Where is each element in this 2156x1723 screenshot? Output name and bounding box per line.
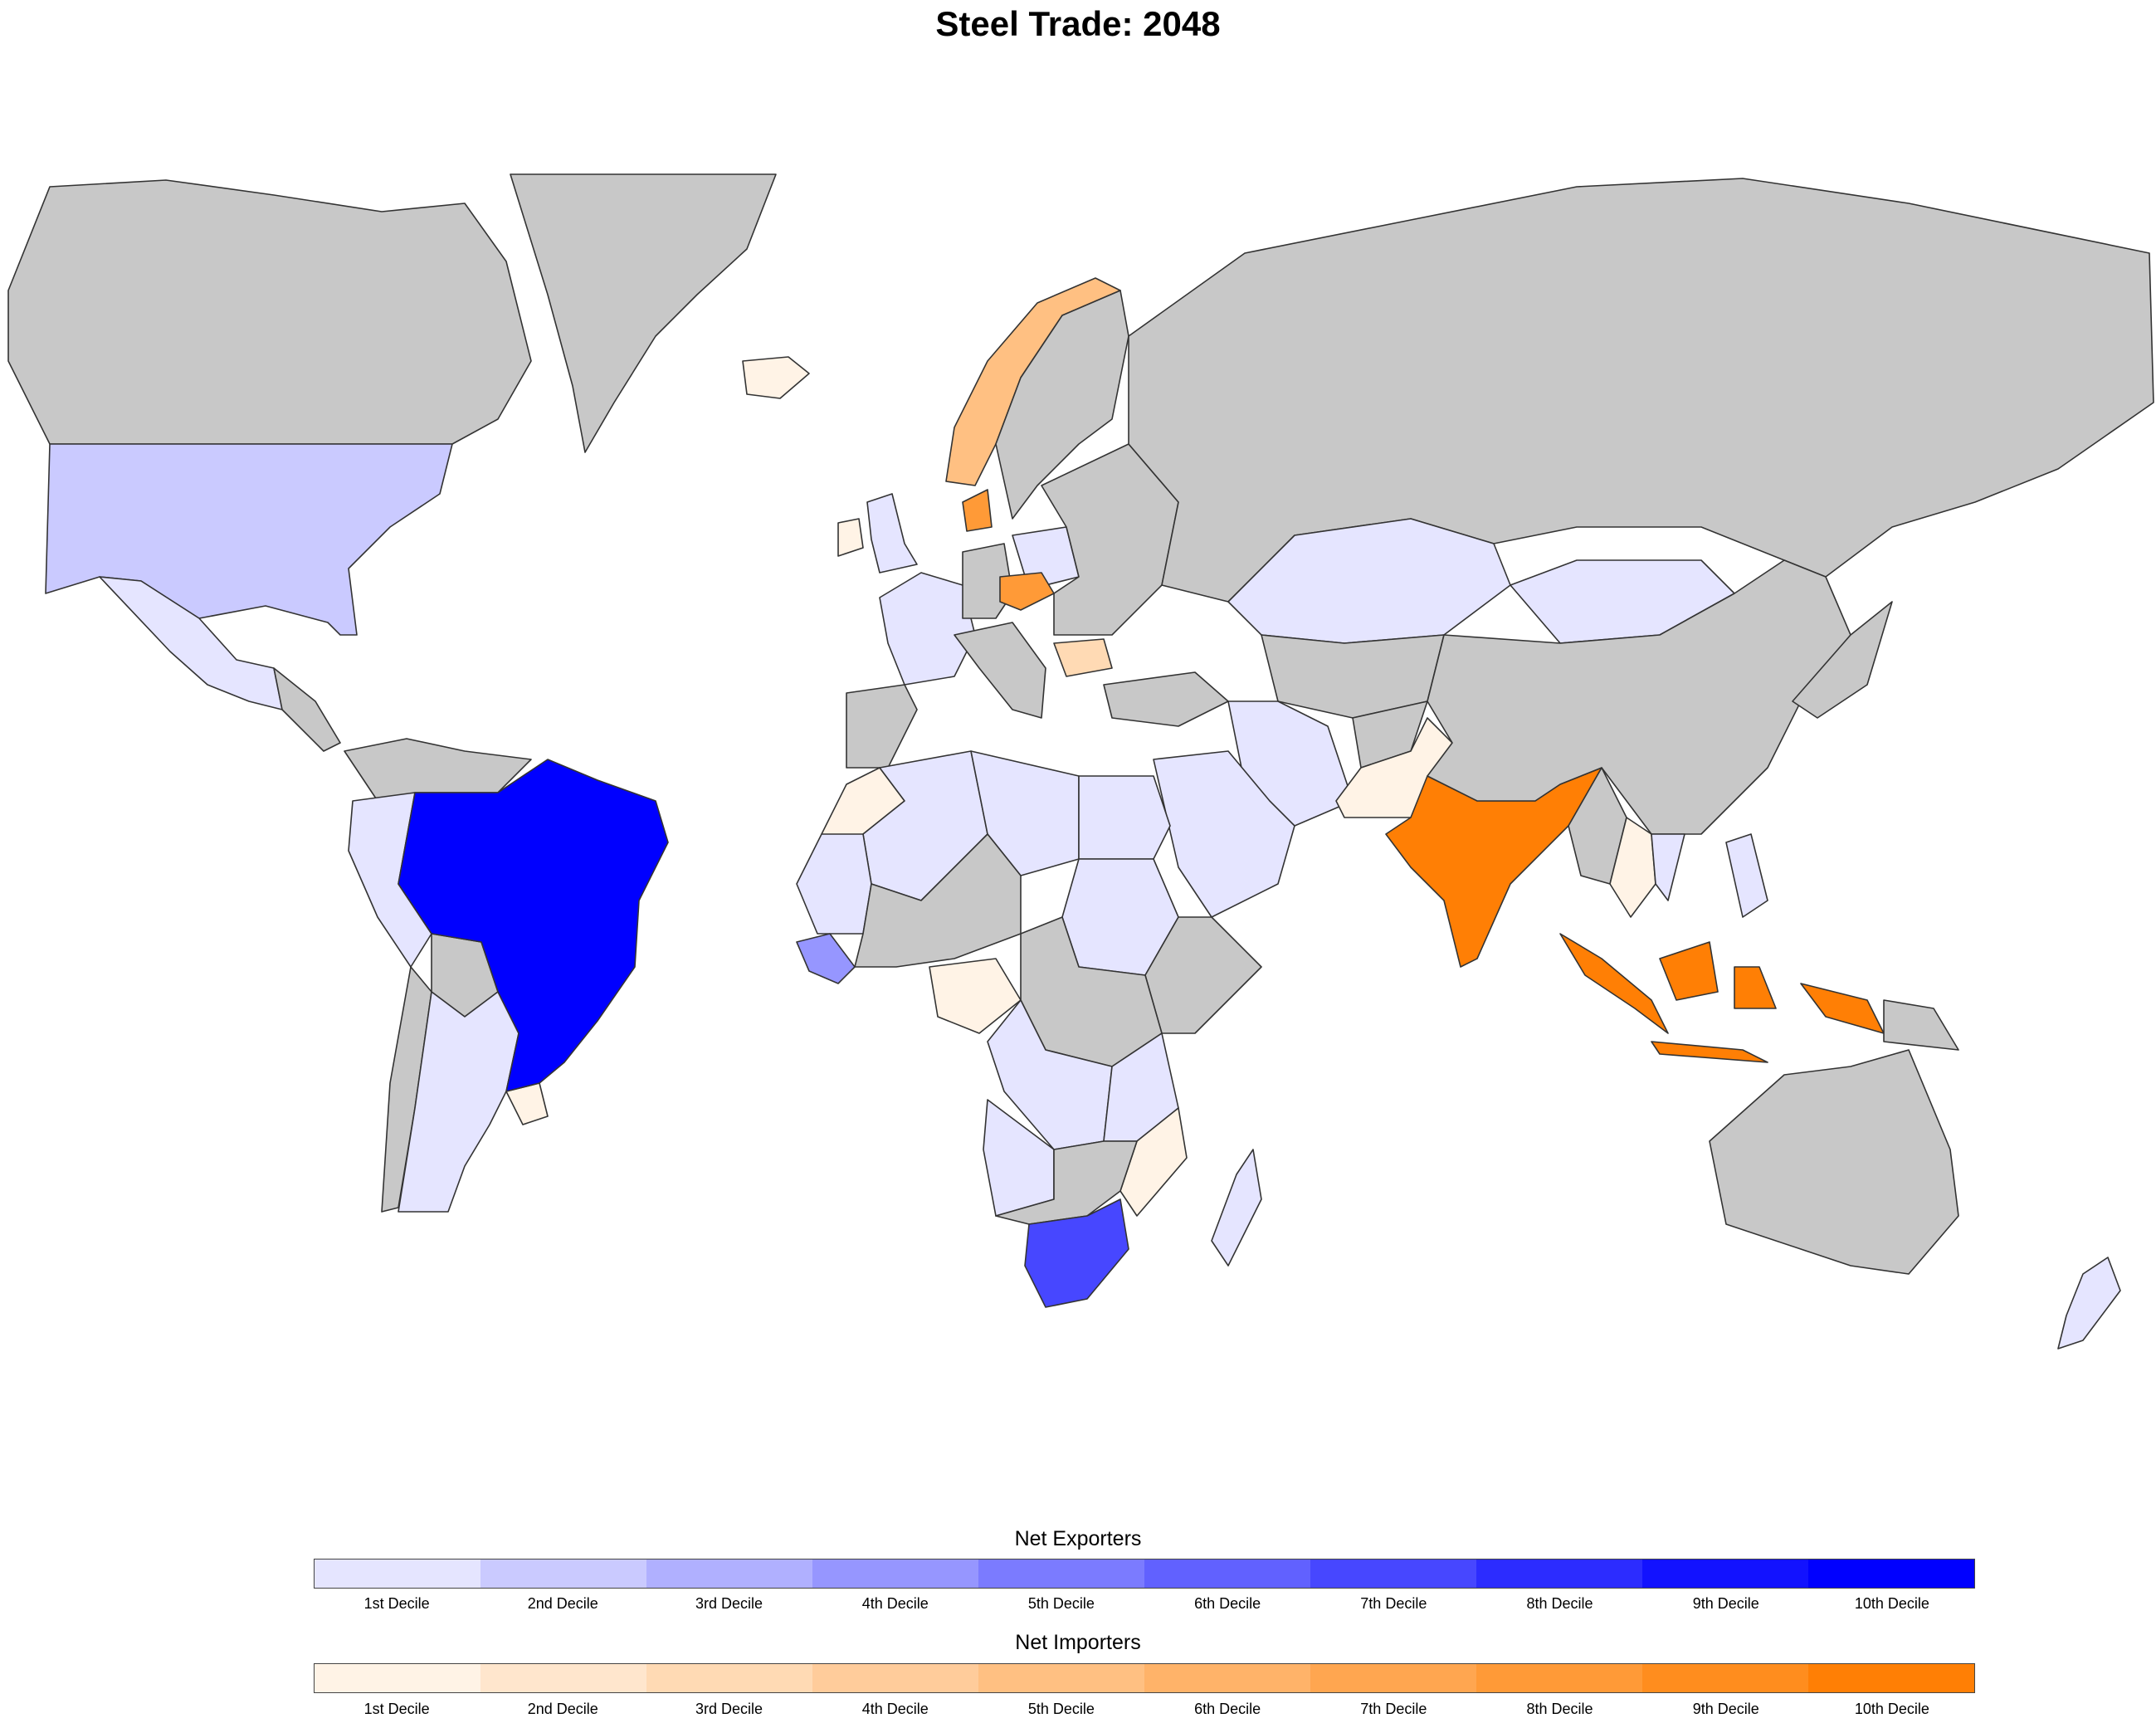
country-guinea[interactable] bbox=[796, 933, 856, 984]
country-papua-new-guinea[interactable] bbox=[1883, 999, 1959, 1051]
importers-swatch-9 bbox=[1642, 1664, 1808, 1692]
country-italy-balkans[interactable] bbox=[954, 622, 1046, 719]
country-central-america[interactable] bbox=[273, 667, 341, 752]
country-sahel[interactable] bbox=[854, 833, 1022, 968]
exporters-decile-label: 5th Decile bbox=[1027, 1595, 1095, 1612]
importers-decile-label: 7th Decile bbox=[1360, 1701, 1427, 1717]
exporters-decile-label: 10th Decile bbox=[1854, 1595, 1929, 1612]
importers-swatch-8 bbox=[1476, 1664, 1642, 1692]
country-brazil[interactable] bbox=[398, 759, 669, 1092]
country-libya[interactable] bbox=[970, 750, 1080, 876]
country-iceland[interactable] bbox=[742, 356, 810, 399]
country-nigeria[interactable] bbox=[929, 958, 1022, 1034]
country-bulgaria[interactable] bbox=[1053, 638, 1113, 677]
exporters-decile-label: 8th Decile bbox=[1526, 1595, 1593, 1612]
country-australia[interactable] bbox=[1709, 1049, 1959, 1275]
importers-decile-label: 9th Decile bbox=[1692, 1701, 1759, 1717]
country-russia[interactable] bbox=[1128, 178, 2154, 603]
importers-decile-label: 3rd Decile bbox=[695, 1701, 763, 1717]
importers-colorbar bbox=[314, 1663, 1975, 1693]
country-madagascar[interactable] bbox=[1211, 1149, 1262, 1267]
country-new-zealand[interactable] bbox=[2057, 1257, 2121, 1350]
importers-decile-label: 6th Decile bbox=[1194, 1701, 1261, 1717]
map-title: Steel Trade: 2048 bbox=[935, 4, 1221, 43]
importers-swatch-5 bbox=[978, 1664, 1144, 1692]
importers-swatch-6 bbox=[1144, 1664, 1310, 1692]
importers-decile-label: 4th Decile bbox=[861, 1701, 929, 1717]
world-map bbox=[7, 173, 2154, 1350]
exporters-swatch-7 bbox=[1310, 1559, 1476, 1588]
importers-swatch-3 bbox=[646, 1664, 812, 1692]
importers-decile-label: 5th Decile bbox=[1027, 1701, 1095, 1717]
exporters-swatch-9 bbox=[1642, 1559, 1808, 1588]
country-united-kingdom[interactable] bbox=[866, 493, 918, 574]
importers-legend-title: Net Importers bbox=[1015, 1631, 1141, 1654]
exporters-swatch-8 bbox=[1476, 1559, 1642, 1588]
exporters-swatch-3 bbox=[646, 1559, 812, 1588]
exporters-decile-label: 9th Decile bbox=[1692, 1595, 1759, 1612]
country-sweden-finland[interactable] bbox=[995, 290, 1129, 520]
importers-swatch-10 bbox=[1808, 1664, 1974, 1692]
country-egypt[interactable] bbox=[1078, 775, 1171, 860]
importers-decile-labels: 1st Decile 2nd Decile 3rd Decile 4th Decile… bbox=[314, 1701, 1975, 1718]
country-south-africa[interactable] bbox=[1024, 1198, 1129, 1308]
importers-decile-label: 8th Decile bbox=[1526, 1701, 1593, 1717]
exporters-colorbar bbox=[314, 1559, 1975, 1589]
exporters-decile-label: 4th Decile bbox=[861, 1595, 929, 1612]
exporters-decile-label: 1st Decile bbox=[363, 1595, 430, 1612]
country-arabia[interactable] bbox=[1153, 750, 1295, 918]
exporters-swatch-4 bbox=[812, 1559, 978, 1588]
country-ireland[interactable] bbox=[837, 518, 864, 557]
exporters-swatch-6 bbox=[1144, 1559, 1310, 1588]
exporters-decile-label: 7th Decile bbox=[1360, 1595, 1427, 1612]
importers-decile-label: 1st Decile bbox=[363, 1701, 430, 1717]
importers-swatch-2 bbox=[480, 1664, 646, 1692]
country-argentina[interactable] bbox=[398, 991, 519, 1213]
country-canada[interactable] bbox=[7, 179, 532, 445]
exporters-swatch-1 bbox=[315, 1559, 480, 1588]
exporters-decile-labels: 1st Decile 2nd Decile 3rd Decile 4th Decile… bbox=[314, 1595, 1975, 1613]
importers-decile-label: 2nd Decile bbox=[527, 1701, 598, 1717]
country-france[interactable] bbox=[879, 572, 976, 686]
exporters-swatch-10 bbox=[1808, 1559, 1974, 1588]
importers-swatch-1 bbox=[315, 1664, 480, 1692]
country-turkey[interactable] bbox=[1103, 671, 1229, 727]
landmasses bbox=[7, 173, 2154, 1350]
country-indonesia[interactable] bbox=[1559, 933, 1885, 1063]
exporters-legend-title: Net Exporters bbox=[1014, 1527, 1142, 1550]
importers-decile-label: 10th Decile bbox=[1854, 1701, 1929, 1717]
exporters-swatch-5 bbox=[978, 1559, 1144, 1588]
country-denmark[interactable] bbox=[962, 489, 993, 532]
importers-swatch-7 bbox=[1310, 1664, 1476, 1692]
country-vietnam[interactable] bbox=[1651, 833, 1685, 901]
exporters-decile-label: 6th Decile bbox=[1194, 1595, 1261, 1612]
country-iberia[interactable] bbox=[846, 684, 918, 769]
country-mauritania[interactable] bbox=[796, 833, 872, 935]
country-czechia[interactable] bbox=[999, 572, 1055, 611]
country-philippines[interactable] bbox=[1725, 833, 1768, 918]
country-united-states[interactable] bbox=[45, 443, 453, 636]
exporters-swatch-2 bbox=[480, 1559, 646, 1588]
country-greenland[interactable] bbox=[510, 173, 777, 453]
importers-swatch-4 bbox=[812, 1664, 978, 1692]
country-japan-korea[interactable] bbox=[1792, 601, 1893, 719]
exporters-decile-label: 3rd Decile bbox=[695, 1595, 763, 1612]
country-china[interactable] bbox=[1427, 559, 1851, 835]
exporters-decile-label: 2nd Decile bbox=[527, 1595, 598, 1612]
